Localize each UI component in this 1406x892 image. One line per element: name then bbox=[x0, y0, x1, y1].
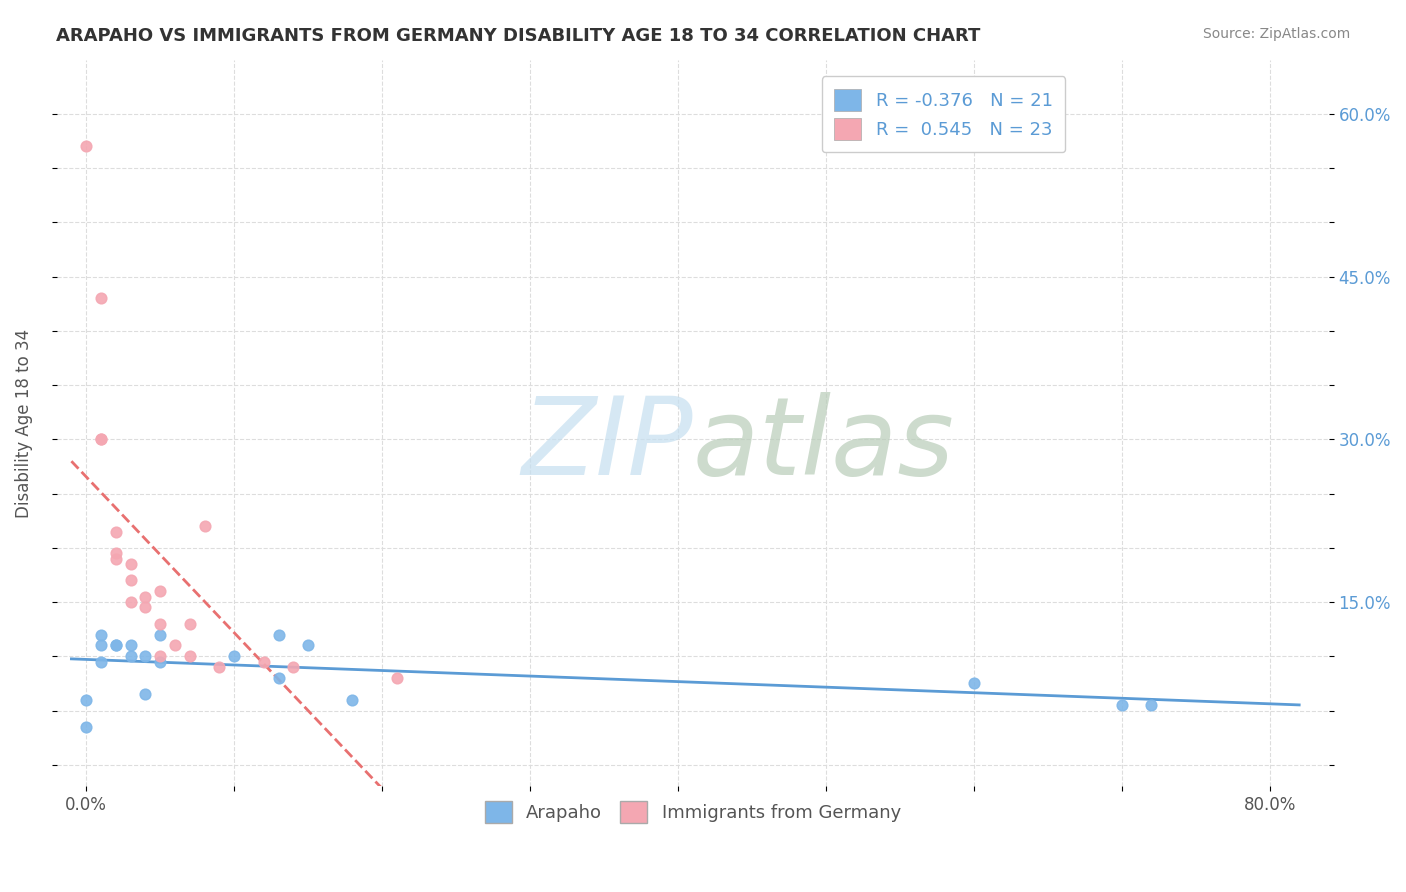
Point bbox=[104, 546, 127, 560]
Point bbox=[385, 671, 408, 685]
Point bbox=[90, 291, 112, 305]
Y-axis label: Disability Age 18 to 34: Disability Age 18 to 34 bbox=[15, 328, 32, 517]
Point bbox=[120, 639, 142, 653]
Point bbox=[104, 639, 127, 653]
Point bbox=[75, 139, 97, 153]
Point bbox=[1111, 698, 1133, 712]
Text: Source: ZipAtlas.com: Source: ZipAtlas.com bbox=[1202, 27, 1350, 41]
Point bbox=[134, 649, 156, 664]
Point bbox=[149, 616, 172, 631]
Point bbox=[163, 639, 186, 653]
Point bbox=[267, 627, 290, 641]
Point bbox=[90, 433, 112, 447]
Point bbox=[179, 616, 201, 631]
Point bbox=[963, 676, 986, 690]
Point bbox=[267, 671, 290, 685]
Point bbox=[149, 584, 172, 599]
Point bbox=[90, 639, 112, 653]
Text: ARAPAHO VS IMMIGRANTS FROM GERMANY DISABILITY AGE 18 TO 34 CORRELATION CHART: ARAPAHO VS IMMIGRANTS FROM GERMANY DISAB… bbox=[56, 27, 980, 45]
Legend: Arapaho, Immigrants from Germany: Arapaho, Immigrants from Germany bbox=[472, 789, 914, 836]
Point bbox=[75, 720, 97, 734]
Point bbox=[149, 655, 172, 669]
Point bbox=[1140, 698, 1163, 712]
Point bbox=[193, 519, 215, 533]
Point bbox=[120, 595, 142, 609]
Point bbox=[342, 692, 364, 706]
Point bbox=[297, 639, 319, 653]
Point bbox=[90, 433, 112, 447]
Text: atlas: atlas bbox=[693, 392, 955, 498]
Point bbox=[120, 557, 142, 571]
Point bbox=[224, 649, 246, 664]
Point bbox=[134, 590, 156, 604]
Point bbox=[149, 627, 172, 641]
Point bbox=[90, 655, 112, 669]
Point bbox=[149, 649, 172, 664]
Point bbox=[134, 600, 156, 615]
Point bbox=[208, 660, 231, 674]
Point bbox=[253, 655, 276, 669]
Point bbox=[120, 574, 142, 588]
Point bbox=[179, 649, 201, 664]
Point bbox=[134, 687, 156, 701]
Point bbox=[120, 649, 142, 664]
Point bbox=[104, 551, 127, 566]
Text: ZIP: ZIP bbox=[522, 392, 693, 498]
Point bbox=[104, 524, 127, 539]
Point bbox=[104, 639, 127, 653]
Point bbox=[90, 627, 112, 641]
Point bbox=[75, 692, 97, 706]
Point bbox=[283, 660, 305, 674]
